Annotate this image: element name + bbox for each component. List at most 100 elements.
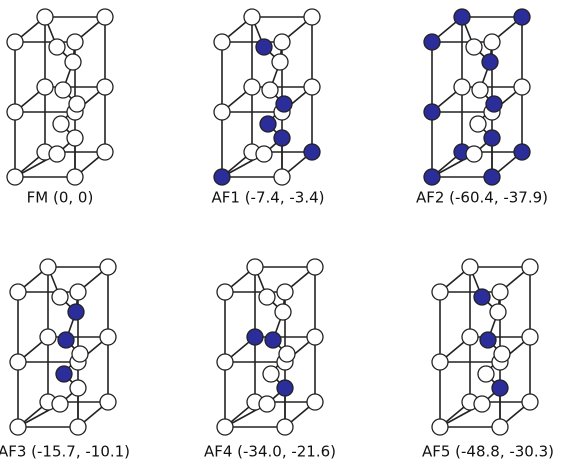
atom: [272, 54, 288, 70]
atom: [432, 419, 448, 435]
panel-label: AF5 (-48.8, -30.3): [422, 443, 554, 461]
atom: [217, 419, 233, 435]
atom: [474, 396, 490, 412]
atom: [68, 304, 84, 320]
atom: [7, 104, 23, 120]
atom: [10, 284, 26, 300]
atom: [480, 332, 496, 348]
atom: [307, 329, 323, 345]
atom: [67, 169, 83, 185]
atom: [265, 332, 281, 348]
atom: [259, 396, 275, 412]
panel-label: AF2 (-60.4, -37.9): [416, 189, 548, 207]
atom: [522, 394, 538, 410]
figure: FM (0, 0) AF1 (-7.4, -3.4) AF2 (-60.4, -…: [0, 0, 576, 467]
atom: [214, 104, 230, 120]
atom: [432, 354, 448, 370]
atom: [69, 96, 85, 112]
atom: [49, 146, 65, 162]
atom: [276, 96, 292, 112]
atom: [7, 34, 23, 50]
atom: [37, 9, 53, 25]
atom: [40, 329, 56, 345]
atom: [10, 354, 26, 370]
atom: [58, 332, 74, 348]
atom: [466, 146, 482, 162]
atom: [454, 9, 470, 25]
atom: [217, 354, 233, 370]
atom: [424, 169, 440, 185]
atom: [522, 259, 538, 275]
atom: [307, 394, 323, 410]
atom: [307, 259, 323, 275]
atom: [97, 9, 113, 25]
atom: [70, 419, 86, 435]
atom: [259, 289, 275, 305]
crystal-structure: [214, 9, 320, 185]
atom: [277, 419, 293, 435]
atom: [482, 54, 498, 70]
atom: [274, 130, 290, 146]
atom: [70, 284, 86, 300]
atom: [466, 39, 482, 55]
atom: [55, 82, 71, 98]
atom: [484, 130, 500, 146]
atom: [52, 396, 68, 412]
atom: [262, 82, 278, 98]
atom: [472, 82, 488, 98]
atom: [522, 329, 538, 345]
atom: [65, 54, 81, 70]
atom: [478, 366, 494, 382]
atom: [470, 116, 486, 132]
atom: [304, 79, 320, 95]
atom: [247, 259, 263, 275]
panel-label: AF4 (-34.0, -21.6): [204, 443, 336, 461]
crystal-structure: [10, 259, 116, 435]
atom: [486, 96, 502, 112]
atom: [484, 169, 500, 185]
atom: [275, 304, 291, 320]
atom: [494, 346, 510, 362]
atom: [37, 79, 53, 95]
atom: [244, 79, 260, 95]
crystal-structure: [424, 9, 530, 185]
atom: [260, 116, 276, 132]
atom: [462, 329, 478, 345]
atom: [462, 259, 478, 275]
atom: [49, 39, 65, 55]
atom: [432, 284, 448, 300]
atom: [274, 34, 290, 50]
atom: [514, 79, 530, 95]
atom: [97, 79, 113, 95]
crystal-structure: [432, 259, 538, 435]
atom: [279, 346, 295, 362]
atom: [100, 259, 116, 275]
atom: [304, 144, 320, 160]
atom: [256, 146, 272, 162]
atom: [214, 169, 230, 185]
atom: [97, 144, 113, 160]
atom: [53, 116, 69, 132]
atom: [67, 130, 83, 146]
atom: [304, 9, 320, 25]
atom: [424, 104, 440, 120]
atom: [247, 329, 263, 345]
panel-label: AF1 (-7.4, -3.4): [212, 189, 325, 207]
atom: [514, 9, 530, 25]
panel-label: FM (0, 0): [27, 189, 94, 207]
atom: [52, 289, 68, 305]
atom: [67, 34, 83, 50]
atom: [514, 144, 530, 160]
atom: [474, 289, 490, 305]
atom: [263, 366, 279, 382]
atom: [70, 380, 86, 396]
atom: [72, 346, 88, 362]
panel-label: AF3 (-15.7, -10.1): [0, 443, 130, 461]
atom: [40, 259, 56, 275]
atom: [7, 169, 23, 185]
atom: [277, 380, 293, 396]
atom: [214, 34, 230, 50]
atom: [424, 34, 440, 50]
atom: [244, 9, 260, 25]
atom: [56, 366, 72, 382]
